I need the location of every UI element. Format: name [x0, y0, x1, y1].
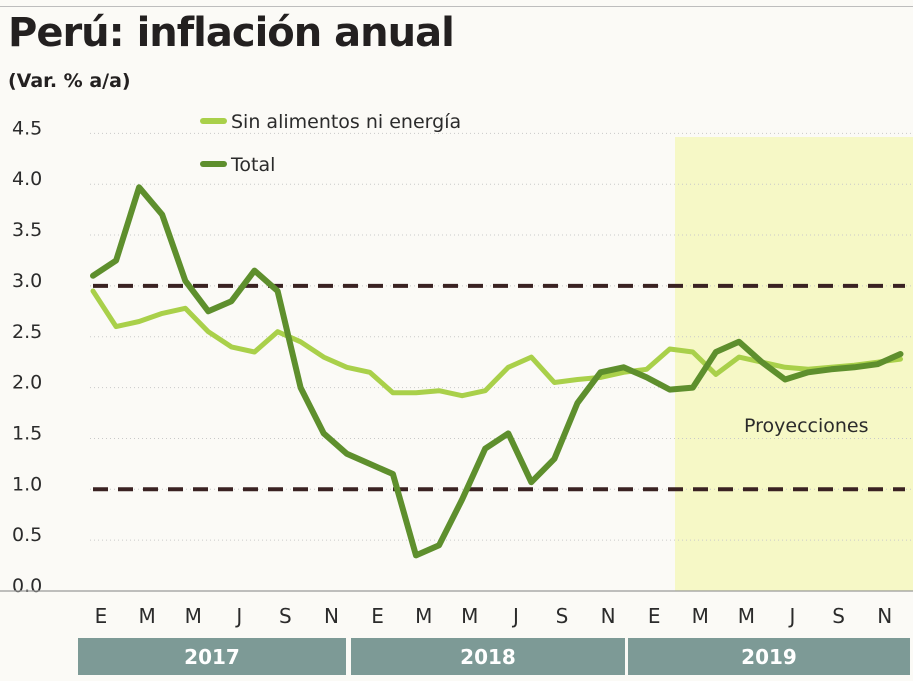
x-tick-label: M — [461, 604, 478, 628]
x-tick-label: S — [832, 604, 845, 628]
legend-label: Total — [230, 154, 275, 176]
x-tick-label: M — [185, 604, 202, 628]
x-tick-label: N — [877, 604, 892, 628]
projection-label: Proyecciones — [744, 415, 869, 437]
x-tick-label: M — [415, 604, 432, 628]
x-tick-label: E — [648, 604, 661, 628]
x-tick-label: S — [556, 604, 569, 628]
chart-subtitle: (Var. % a/a) — [8, 70, 131, 92]
y-tick-label: 4.0 — [12, 168, 42, 190]
y-tick-label: 1.0 — [12, 473, 42, 495]
y-tick-label: 1.5 — [12, 422, 42, 444]
year-bar — [78, 638, 346, 675]
y-tick-label: 2.0 — [12, 372, 42, 394]
y-tick-label: 2.5 — [12, 321, 42, 343]
x-tick-label: N — [601, 604, 616, 628]
year-label: 2019 — [741, 645, 797, 669]
x-tick-label: E — [371, 604, 384, 628]
year-bar — [351, 638, 625, 675]
x-tick-label: S — [279, 604, 292, 628]
x-tick-label: J — [511, 604, 519, 628]
total-inflation-line — [90, 184, 904, 559]
x-tick-label: M — [692, 604, 709, 628]
y-tick-label: 0.5 — [12, 524, 42, 546]
x-tick-label: J — [788, 604, 796, 628]
x-tick-label: M — [738, 604, 755, 628]
chart-title: Perú: inflación anual — [8, 10, 455, 56]
year-bar — [628, 638, 910, 675]
y-tick-label: 3.5 — [12, 219, 42, 241]
x-tick-label: N — [324, 604, 339, 628]
year-label: 2018 — [460, 645, 516, 669]
top-rule — [0, 6, 913, 7]
y-tick-label: 0.0 — [12, 575, 42, 597]
x-tick-label: J — [234, 604, 242, 628]
x-tick-label: M — [138, 604, 155, 628]
y-tick-label: 4.5 — [12, 117, 42, 139]
y-tick-label: 3.0 — [12, 270, 42, 292]
legend-label: Sin alimentos ni energía — [231, 111, 461, 133]
year-label: 2017 — [184, 645, 240, 669]
x-tick-label: E — [95, 604, 108, 628]
